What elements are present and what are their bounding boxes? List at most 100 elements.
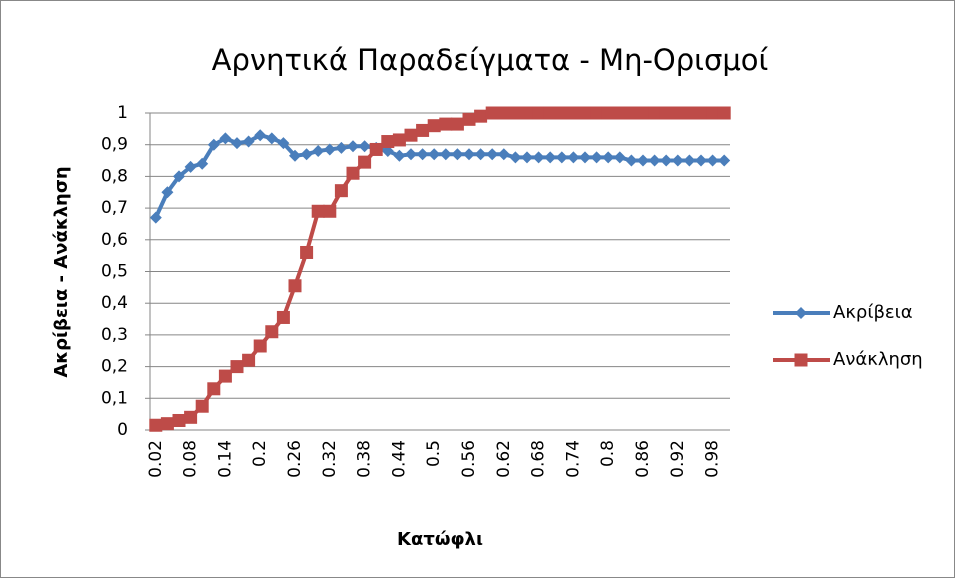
- data-point: [230, 360, 244, 374]
- data-point: [660, 154, 673, 167]
- data-point: [648, 154, 661, 167]
- data-point: [613, 106, 627, 120]
- data-point: [555, 106, 569, 120]
- data-point: [555, 151, 568, 164]
- data-point: [265, 132, 278, 145]
- chart-title: Αρνητικά Παραδείγματα - Μη-Ορισμοί: [212, 43, 769, 77]
- data-point: [172, 413, 186, 427]
- data-point: [462, 112, 476, 126]
- data-point: [276, 310, 290, 324]
- x-tick-label: 0.98: [703, 440, 723, 478]
- data-point: [323, 143, 336, 156]
- data-point: [625, 154, 638, 167]
- data-point: [532, 106, 546, 120]
- x-tick-label: 0.92: [668, 440, 688, 478]
- data-point: [288, 279, 302, 293]
- x-tick-label: 0.62: [494, 440, 514, 478]
- y-tick-label: 0,5: [101, 262, 128, 282]
- data-point: [149, 211, 162, 224]
- x-tick-label: 0.5: [424, 440, 444, 467]
- data-point: [369, 142, 383, 156]
- data-point: [427, 119, 441, 133]
- y-tick-label: 0,1: [101, 388, 128, 408]
- data-point: [590, 151, 603, 164]
- legend-marker: [795, 307, 807, 319]
- data-point: [207, 138, 220, 151]
- x-tick-label: 0.32: [320, 440, 340, 478]
- data-point: [358, 155, 372, 169]
- data-point: [532, 151, 545, 164]
- data-point: [311, 204, 325, 218]
- data-point: [254, 129, 267, 142]
- data-point: [671, 154, 684, 167]
- data-point: [520, 106, 534, 120]
- data-point: [381, 145, 394, 158]
- data-point: [404, 128, 418, 142]
- data-point: [184, 160, 197, 173]
- legend-label: Ακρίβεια: [833, 302, 913, 323]
- y-tick-label: 0,4: [101, 293, 128, 313]
- data-point: [439, 148, 452, 161]
- y-tick-label: 0: [117, 420, 128, 440]
- data-point: [544, 151, 557, 164]
- data-point: [602, 151, 615, 164]
- data-point: [346, 166, 360, 180]
- data-point: [718, 154, 731, 167]
- data-point: [231, 137, 243, 150]
- data-point: [508, 106, 522, 120]
- data-point: [624, 106, 638, 120]
- data-point: [207, 382, 221, 396]
- data-point: [717, 106, 731, 120]
- data-point: [648, 106, 662, 120]
- data-point: [416, 123, 430, 137]
- data-point: [601, 106, 615, 120]
- data-point: [184, 410, 198, 424]
- y-tick-label: 1: [117, 103, 128, 123]
- data-point: [486, 148, 499, 161]
- data-point: [253, 339, 267, 353]
- x-tick-label: 0.68: [529, 440, 549, 478]
- x-tick-label: 0.08: [181, 440, 201, 478]
- data-point: [358, 140, 371, 153]
- data-point: [497, 148, 510, 161]
- y-tick-label: 0,8: [101, 166, 128, 186]
- data-point: [463, 148, 475, 161]
- data-point: [613, 151, 626, 164]
- data-point: [300, 148, 313, 161]
- data-point: [161, 186, 174, 199]
- data-point: [347, 140, 359, 153]
- data-point: [636, 106, 650, 120]
- x-tick-label: 0.26: [285, 440, 305, 478]
- data-point: [706, 154, 719, 167]
- data-point: [405, 148, 417, 161]
- y-tick-label: 0,7: [101, 198, 128, 218]
- data-point: [242, 135, 255, 148]
- data-point: [567, 151, 580, 164]
- x-tick-label: 0.74: [563, 440, 583, 478]
- data-point: [590, 106, 604, 120]
- y-tick-label: 0,6: [101, 230, 128, 250]
- y-tick-label: 0,2: [101, 357, 128, 377]
- data-point: [219, 132, 232, 145]
- data-point: [566, 106, 580, 120]
- data-point: [196, 157, 209, 170]
- data-point: [450, 117, 464, 131]
- data-point: [474, 148, 487, 161]
- data-point: [543, 106, 557, 120]
- x-tick-label: 0.38: [355, 440, 375, 478]
- data-point: [277, 137, 290, 150]
- data-point: [416, 148, 429, 161]
- data-point: [323, 204, 337, 218]
- x-tick-label: 0.8: [598, 440, 618, 467]
- data-point: [579, 151, 591, 164]
- data-point: [683, 154, 696, 167]
- data-point: [393, 149, 406, 162]
- x-tick-label: 0.86: [633, 440, 653, 478]
- data-point: [485, 106, 499, 120]
- data-point: [218, 369, 232, 383]
- data-point: [439, 117, 453, 131]
- x-tick-label: 0.44: [389, 440, 409, 478]
- data-point: [173, 170, 185, 183]
